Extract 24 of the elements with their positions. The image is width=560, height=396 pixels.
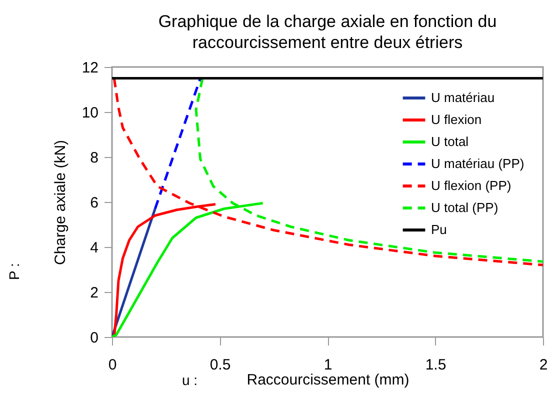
legend-label: Pu [431, 222, 447, 237]
legend-label: U total [431, 134, 469, 149]
legend-label: U flexion (PP) [431, 178, 512, 193]
legend-label: U matériau (PP) [431, 156, 524, 171]
y-axis-title: Charge axiale (kN) [52, 140, 69, 266]
x-tick-label: 0.5 [210, 356, 231, 374]
text: P : [6, 263, 22, 280]
legend-label: U matériau [431, 90, 495, 105]
x-tick-label: 1.5 [425, 356, 446, 374]
legend-label: U total (PP) [431, 200, 498, 215]
y-tick-label: 4 [90, 240, 98, 256]
x-tick-label: 0 [108, 356, 117, 374]
y-tick-label: 10 [82, 104, 98, 122]
y-tick-label: 12 [82, 60, 98, 76]
x-tick-label: 1 [324, 356, 332, 374]
x-tick-label: 2 [539, 356, 548, 374]
chart-title: Graphique de la charge axiale en fonction du raccourcissement entre deux étriers [158, 12, 497, 52]
legend-label: U flexion [431, 112, 482, 127]
y-tick-label: 8 [90, 150, 98, 166]
x-axis-title: Raccourcissement (mm) [246, 372, 410, 388]
y-tick-label: 2 [90, 284, 98, 302]
text: u : [182, 372, 198, 388]
y-tick-label: 6 [90, 194, 98, 212]
y-tick-label: 0 [90, 330, 98, 346]
